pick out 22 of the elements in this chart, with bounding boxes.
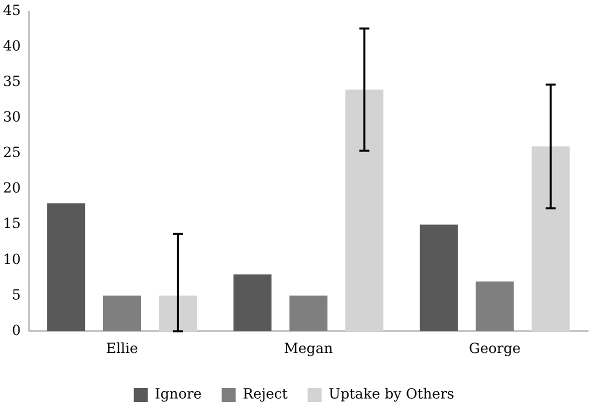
- bar: [345, 90, 384, 332]
- bar: [420, 224, 458, 332]
- bar: [532, 146, 570, 332]
- y-tick-label: 15: [2, 216, 21, 232]
- y-tick-label: 35: [2, 74, 21, 90]
- bar: [233, 274, 272, 332]
- legend-label: Reject: [242, 386, 288, 403]
- x-tick-label: Ellie: [106, 341, 138, 358]
- y-tick-label: 40: [2, 38, 21, 55]
- y-tick-label: 10: [2, 252, 21, 268]
- y-tick-label: 30: [2, 110, 21, 126]
- y-tick-label: 0: [12, 322, 21, 339]
- y-tick-label: 45: [2, 3, 21, 20]
- y-tick-label: 5: [12, 287, 21, 304]
- x-tick-label: George: [468, 341, 521, 358]
- x-tick-label: Megan: [284, 341, 333, 358]
- bar: [158, 296, 197, 332]
- bar: [47, 203, 86, 332]
- legend-label: Ignore: [154, 386, 202, 403]
- legend-label: Uptake by Others: [328, 386, 454, 403]
- y-tick-label: 20: [2, 180, 21, 197]
- y-tick-label: 25: [2, 145, 21, 162]
